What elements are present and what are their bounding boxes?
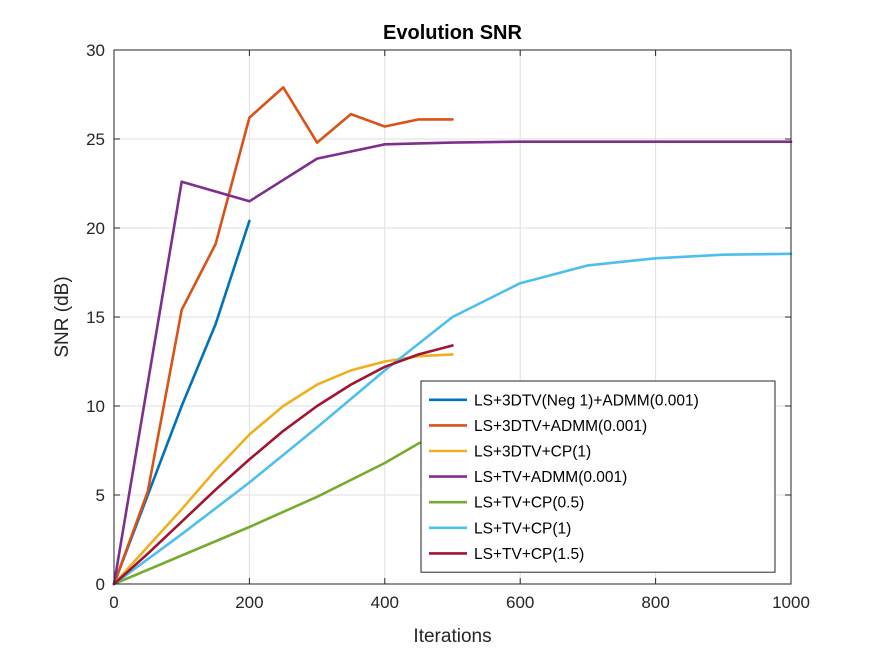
x-tick-label: 0: [109, 593, 118, 612]
series-line-2: [112, 86, 454, 586]
y-axis-label: SNR (dB): [52, 276, 73, 357]
series-line-6: [112, 252, 793, 586]
x-tick-label: 400: [371, 593, 399, 612]
y-tick-label: 5: [96, 486, 105, 505]
y-tick-label: 15: [86, 308, 105, 327]
y-tick-label: 0: [96, 575, 105, 594]
series-line-3: [112, 353, 454, 586]
chart-title: Evolution SNR: [383, 22, 522, 44]
legend-entry-label: LS+TV+CP(1.5): [474, 546, 584, 563]
legend-entry-label: LS+TV+CP(0.5): [474, 495, 584, 512]
legend: LS+3DTV(Neg 1)+ADMM(0.001) LS+3DTV+ADMM(0…: [420, 380, 776, 573]
x-axis-label: Iterations: [413, 626, 491, 647]
legend-entry-label: LS+3DTV+ADMM(0.001): [474, 418, 647, 435]
y-tick-label: 25: [86, 130, 105, 149]
x-tick-label: 200: [235, 593, 263, 612]
series-line-7: [112, 344, 454, 586]
series-line-5: [112, 427, 454, 586]
x-tick-label: 600: [506, 593, 534, 612]
legend-box: [420, 380, 776, 573]
y-tick-label: 10: [86, 397, 105, 416]
y-tick-label: 20: [86, 219, 105, 238]
legend-entry-label: LS+TV+ADMM(0.001): [474, 469, 627, 486]
legend-entry-label: LS+3DTV(Neg 1)+ADMM(0.001): [474, 392, 699, 409]
series-line-4: [112, 140, 793, 586]
legend-entry-label: LS+3DTV+CP(1): [474, 444, 591, 461]
legend-entry-label: LS+TV+CP(1): [474, 520, 571, 537]
axis-ticks: 0 200 400 600 800 1000 0 5 10 15 20 25 30: [86, 41, 810, 612]
y-tick-label: 30: [86, 41, 105, 60]
series-layer: [112, 86, 793, 586]
x-tick-label: 1000: [772, 593, 810, 612]
x-tick-label: 800: [641, 593, 669, 612]
